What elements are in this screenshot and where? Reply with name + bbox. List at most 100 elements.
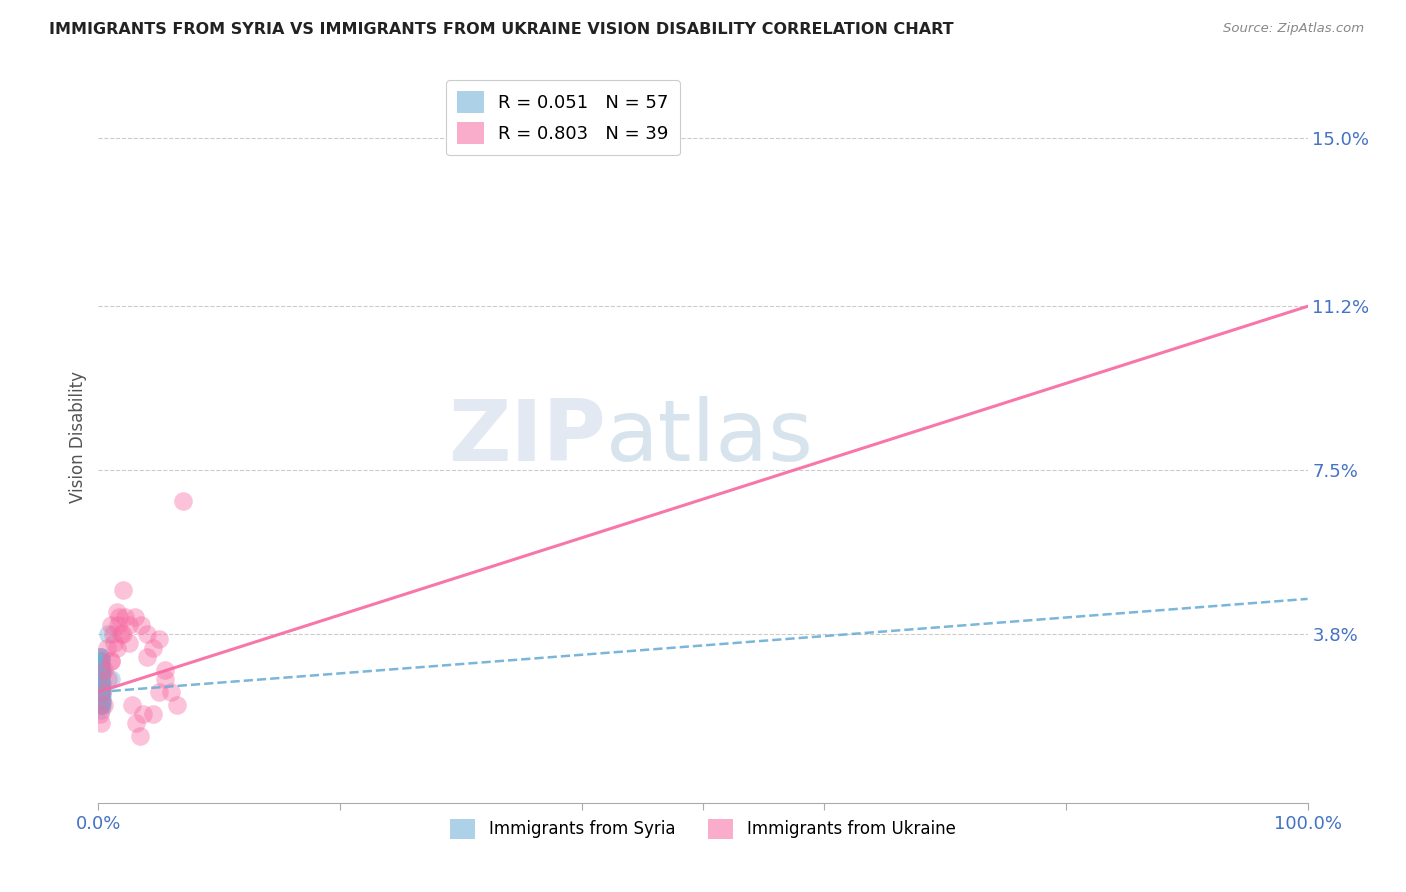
Y-axis label: Vision Disability: Vision Disability <box>69 371 87 503</box>
Point <box>90 685 112 699</box>
Point <box>91 676 114 690</box>
Point <box>90 703 112 717</box>
Point <box>105 605 128 619</box>
Point <box>89 672 111 686</box>
Point <box>89 658 111 673</box>
Point <box>90 690 112 704</box>
Point <box>89 690 111 704</box>
Point <box>90 676 112 690</box>
Legend: Immigrants from Syria, Immigrants from Ukraine: Immigrants from Syria, Immigrants from U… <box>444 812 962 846</box>
Point <box>90 663 112 677</box>
Point <box>90 716 112 731</box>
Point <box>90 694 112 708</box>
Point <box>90 663 112 677</box>
Point <box>108 609 131 624</box>
Point <box>153 672 176 686</box>
Point <box>90 658 112 673</box>
Point <box>90 649 112 664</box>
Point <box>166 698 188 713</box>
Point <box>91 698 114 713</box>
Point <box>91 667 114 681</box>
Point <box>135 627 157 641</box>
Point <box>160 685 183 699</box>
Point <box>142 707 165 722</box>
Point <box>90 667 112 681</box>
Point <box>89 681 111 695</box>
Point <box>91 681 114 695</box>
Point <box>89 654 111 668</box>
Point <box>153 663 176 677</box>
Point <box>89 672 111 686</box>
Point <box>89 667 111 681</box>
Point <box>89 672 111 686</box>
Point <box>97 672 120 686</box>
Point <box>89 672 111 686</box>
Point <box>93 663 115 677</box>
Point <box>90 654 112 668</box>
Point <box>89 690 111 704</box>
Point <box>89 685 111 699</box>
Point <box>129 618 152 632</box>
Point <box>90 672 112 686</box>
Point <box>90 681 112 695</box>
Point <box>101 627 124 641</box>
Point <box>89 658 111 673</box>
Point <box>100 654 122 668</box>
Point <box>96 640 118 655</box>
Point <box>89 676 111 690</box>
Point <box>110 627 132 641</box>
Text: atlas: atlas <box>606 395 814 479</box>
Point <box>132 707 155 722</box>
Point <box>111 582 134 597</box>
Point <box>89 707 111 722</box>
Point <box>89 667 111 681</box>
Text: Source: ZipAtlas.com: Source: ZipAtlas.com <box>1223 22 1364 36</box>
Point <box>91 685 114 699</box>
Point <box>90 685 112 699</box>
Point <box>90 676 112 690</box>
Point <box>100 654 122 668</box>
Point <box>91 694 114 708</box>
Point <box>111 627 134 641</box>
Point <box>90 681 112 695</box>
Point <box>128 729 150 743</box>
Point <box>91 685 114 699</box>
Point <box>172 494 194 508</box>
Point <box>148 685 170 699</box>
Point <box>89 676 111 690</box>
Point <box>121 698 143 713</box>
Point <box>90 649 112 664</box>
Point <box>89 649 111 664</box>
Point <box>114 609 136 624</box>
Point <box>91 663 114 677</box>
Point <box>97 627 120 641</box>
Point <box>91 690 114 704</box>
Point <box>135 649 157 664</box>
Point <box>118 618 141 632</box>
Point <box>89 690 111 704</box>
Point <box>105 640 128 655</box>
Point <box>89 672 111 686</box>
Point <box>90 667 112 681</box>
Point <box>89 658 111 673</box>
Point <box>89 698 111 713</box>
Point <box>124 609 146 624</box>
Point <box>148 632 170 646</box>
Text: ZIP: ZIP <box>449 395 606 479</box>
Point <box>90 698 112 713</box>
Point <box>125 716 148 731</box>
Text: IMMIGRANTS FROM SYRIA VS IMMIGRANTS FROM UKRAINE VISION DISABILITY CORRELATION C: IMMIGRANTS FROM SYRIA VS IMMIGRANTS FROM… <box>49 22 953 37</box>
Point <box>90 698 112 713</box>
Point <box>89 663 111 677</box>
Point <box>100 618 122 632</box>
Point <box>89 681 111 695</box>
Point <box>107 618 129 632</box>
Point <box>89 694 111 708</box>
Point <box>103 636 125 650</box>
Point <box>91 694 114 708</box>
Point <box>100 672 122 686</box>
Point <box>142 640 165 655</box>
Point <box>90 685 112 699</box>
Point <box>118 636 141 650</box>
Point <box>93 698 115 713</box>
